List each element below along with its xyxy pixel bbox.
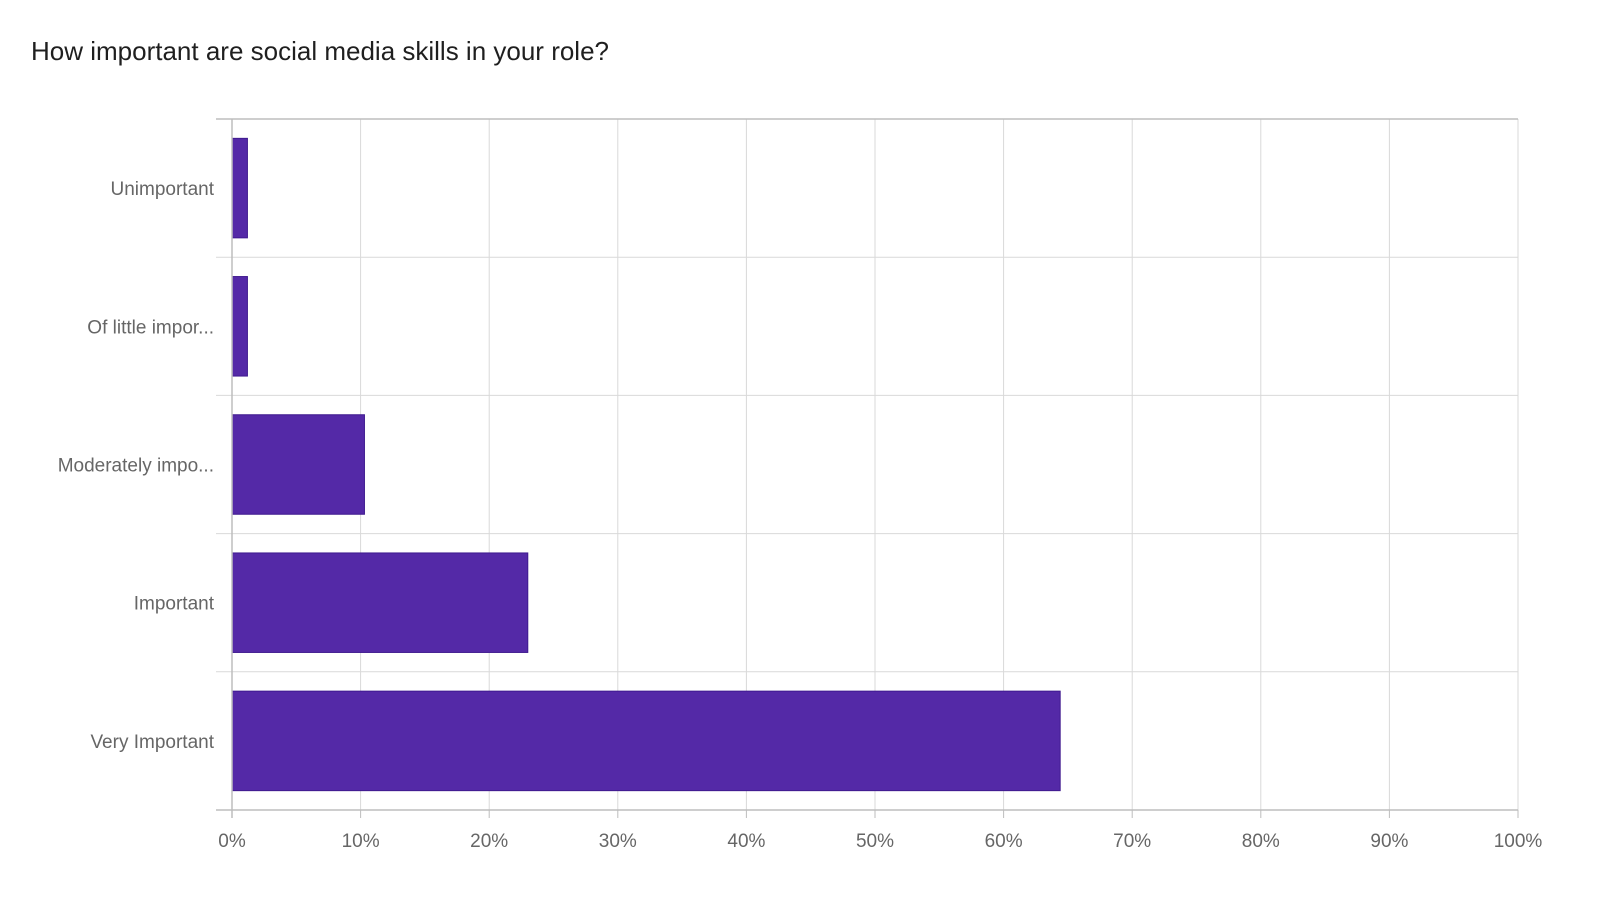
x-tick-label: 10%	[342, 831, 380, 852]
bar	[231, 414, 365, 515]
x-tick-label: 70%	[1113, 831, 1151, 852]
x-tick-label: 100%	[1494, 831, 1543, 852]
bar	[231, 137, 248, 239]
category-label: Unimportant	[111, 179, 215, 200]
bar	[231, 276, 248, 377]
category-label: Important	[134, 594, 215, 615]
label-layer: 0% 10% 20% 30% 40% 50% 60% 70% 80% 90% 100% Unimpor…	[58, 179, 1543, 852]
x-tick-label: 90%	[1370, 831, 1408, 852]
x-tick-label: 80%	[1242, 831, 1280, 852]
bar	[231, 690, 1061, 792]
category-label: Moderately impo...	[58, 456, 214, 477]
x-tick-label: 20%	[470, 831, 508, 852]
x-tick-label: 60%	[985, 831, 1023, 852]
x-tick-label: 50%	[856, 831, 894, 852]
category-label: Of little impor...	[87, 317, 214, 338]
x-tick-label: 30%	[599, 831, 637, 852]
category-label: Very Important	[90, 732, 214, 753]
bar	[231, 552, 529, 653]
bar-layer	[231, 137, 1061, 792]
x-tick-label: 40%	[727, 831, 765, 852]
chart-title: How important are social media skills in…	[31, 36, 610, 66]
x-tick-label: 0%	[218, 831, 246, 852]
